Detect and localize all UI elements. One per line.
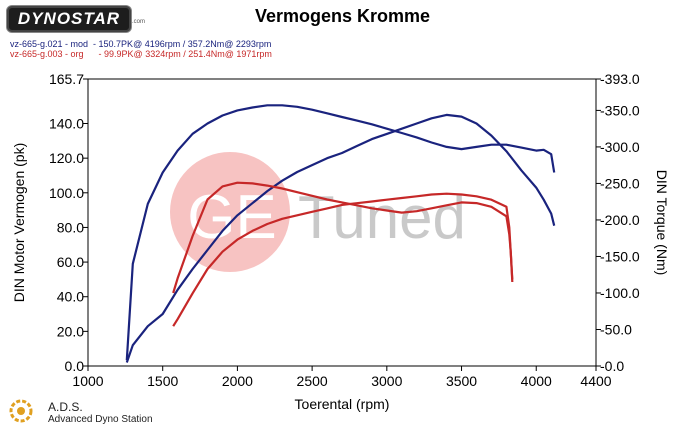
series-line-mod-torque-nm xyxy=(125,104,556,361)
y2-tick-label: -200.0 xyxy=(600,212,640,228)
y-tick-label: 0.0 xyxy=(65,358,85,374)
plot-frame xyxy=(87,78,597,367)
x-tick-label: 2000 xyxy=(222,373,253,389)
chart-axes: 1000 1500 2000 2500 3000 3500 4000 4400 0.0 20.0 4… xyxy=(11,71,670,412)
x-tick-label: 4000 xyxy=(521,373,552,389)
x-tick-label: 1500 xyxy=(147,373,178,389)
y-tick-label: 100.0 xyxy=(49,185,84,201)
y-tick-label: 140.0 xyxy=(49,116,84,132)
y2-axis-label: DIN Torque (Nm) xyxy=(654,170,670,276)
y2-tick-label: -0.0 xyxy=(600,358,624,374)
y-tick-label: 60.0 xyxy=(57,254,84,270)
getuned-watermark: GE Tuned xyxy=(170,152,466,272)
y-tick-label: 120.0 xyxy=(49,150,84,166)
series-line-org-torque-nm xyxy=(172,181,514,294)
x-tick-label: 4400 xyxy=(580,373,611,389)
legend-entry-mod: vz-665-g.021 - mod - 150.7PK@ 4196rpm / … xyxy=(10,39,272,49)
footer-title: A.D.S. xyxy=(48,400,83,414)
y-tick-label: 165.7 xyxy=(49,71,84,87)
x-tick-label: 1000 xyxy=(72,373,103,389)
y2-tick-label: -393.0 xyxy=(600,71,640,87)
x-tick-label: 3500 xyxy=(446,373,477,389)
series-line-mod-power-pk xyxy=(125,113,556,363)
y2-tick-label: -350.0 xyxy=(600,102,640,118)
y2-tick-label: -150.0 xyxy=(600,248,640,264)
y-axis-label: DIN Motor Vermogen (pk) xyxy=(11,143,27,303)
series-line-org-power-pk xyxy=(172,192,514,327)
x-tick-label: 2500 xyxy=(297,373,328,389)
logo-text: DYNOSTAR xyxy=(17,9,121,28)
chart-title: Vermogens Kromme xyxy=(254,6,431,26)
y-tick-label: 40.0 xyxy=(57,289,84,305)
legend-entry-org: vz-665-g.003 - org - 99.9PK@ 3324rpm / 2… xyxy=(10,49,272,59)
ads-logo-icon xyxy=(9,399,33,423)
series-layer xyxy=(125,104,556,363)
logo-subtext: .com xyxy=(132,19,146,25)
watermark-circle xyxy=(170,152,290,272)
footer-subtitle: Advanced Dyno Station xyxy=(48,414,153,425)
y2-tick-label: -50.0 xyxy=(600,321,632,337)
y2-tick-label: -300.0 xyxy=(600,139,640,155)
y2-tick-label: -250.0 xyxy=(600,175,640,191)
x-tick-label: 3000 xyxy=(371,373,402,389)
dynostar-logo: DYNOSTAR xyxy=(6,5,132,33)
x-axis-label: Toerental (rpm) xyxy=(295,396,390,412)
y-tick-label: 80.0 xyxy=(57,219,84,235)
y-tick-label: 20.0 xyxy=(57,323,84,339)
y2-tick-label: -100.0 xyxy=(600,285,640,301)
